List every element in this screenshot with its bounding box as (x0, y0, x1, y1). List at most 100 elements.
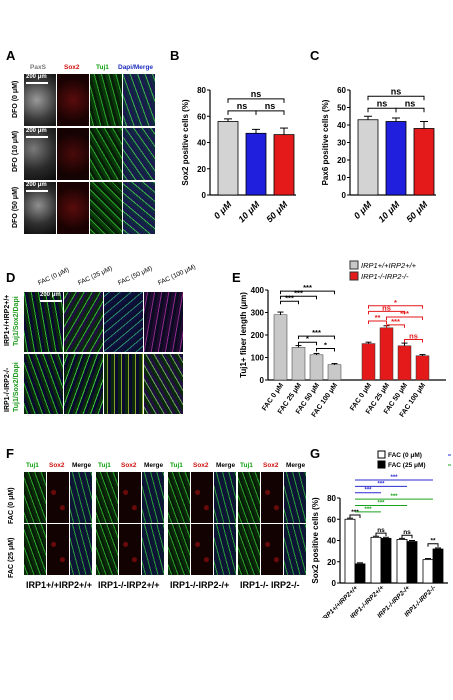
chart-g-legend-swatch (377, 450, 386, 459)
image-f-4-tuj1-0 (238, 472, 260, 523)
chart-b-x-tick-label: 0 μM (212, 199, 234, 221)
channel-label-dapi-merge: Dapi/Merge (118, 64, 154, 71)
image-f-2-sox2-0 (119, 472, 141, 523)
panel-label-b: B (170, 48, 180, 63)
chart-g-sig-label: *** (351, 509, 359, 516)
chart-e-y-tick-label: 300 (251, 309, 265, 318)
image-f-2-tuj1-1 (96, 524, 118, 575)
chart-c-sig-bracket (395, 107, 425, 113)
chart-e-sig-bracket (404, 339, 423, 343)
chart-e-sig-label: * (306, 334, 309, 343)
image-f-2-merge-0 (142, 472, 164, 523)
chart-e-bar (291, 347, 306, 381)
chart-b-y-label: Sox2 positive cells (%) (181, 99, 190, 186)
chart-e-sig-bracket (386, 316, 423, 320)
channel-label-sox2: Sox2 (64, 64, 80, 71)
chart-b-y-tick-label: 60 (197, 112, 206, 121)
chart-c-bar (357, 119, 379, 196)
chart-e-sig-bracket (280, 290, 335, 295)
chart-g-sig-label: *** (377, 481, 385, 487)
image-f-4-tuj1-1 (238, 524, 260, 575)
image-f-3-tuj1-0 (168, 472, 190, 523)
image-f-4-merge-0 (284, 472, 306, 523)
chart-c-x-tick-label: 10 μM (376, 199, 401, 224)
chart-c-sig-bracket (367, 95, 425, 101)
chart-e-bar (273, 314, 288, 381)
chart-g-bar (422, 559, 434, 584)
chart-e-bar (327, 364, 342, 381)
image-a-merge-0 (123, 74, 155, 126)
chart-e-bar (397, 345, 412, 381)
chart-g-y-tick-label: 60 (327, 515, 336, 524)
channel-label-tuj1: Tuj1 (96, 64, 109, 71)
chart-e-legend-label: IRP1-/-IRP2-/- (361, 272, 409, 281)
image-f-1-merge-0 (70, 472, 92, 523)
chart-b-sig-label: ns (237, 101, 248, 111)
image-f-4-sox2-1 (261, 524, 283, 575)
chart-c-bar (413, 128, 435, 196)
chart-b-x-tick-label: 50 μM (264, 199, 289, 224)
panel-label-c: C (310, 48, 320, 63)
scale-bar-a: 200 μm (26, 74, 48, 84)
genotype-label-3: IRP1-/-IRP2-/+ (170, 580, 230, 590)
chart-b-sig-label: ns (265, 101, 276, 111)
row-label-f-0: FAC (0 μM) (8, 487, 15, 524)
channel-label-f-merge: Merge (72, 462, 92, 469)
chart-g-sig-bracket (349, 514, 361, 518)
chart-g-sig-label: ** (430, 538, 436, 545)
chart-g-sig-bracket (401, 534, 413, 539)
chart-c: 0 10 20 30 40 50 60 Pax6 positive cells (%) 0 μM… (321, 86, 436, 224)
chart-g-sig-bracket (375, 532, 387, 537)
chart-c-sig-bracket (367, 107, 397, 113)
channel-label-f-sox2: Sox2 (263, 462, 279, 469)
chart-e-sig-bracket (280, 295, 317, 300)
chart-e-legend-label: IRP1+/+IRP2+/+ (361, 261, 417, 270)
image-d-wt-50 (104, 292, 143, 352)
chart-e-sig-label: ** (375, 313, 381, 322)
image-f-4-sox2-0 (261, 472, 283, 523)
row-label-d-stain-1: Tuj1/Sox2/Dapi (13, 296, 20, 346)
condition-label-fac-25: FAC (25 μM) (77, 265, 114, 287)
chart-g-y-tick-label: 20 (327, 558, 336, 567)
chart-b-sig-bracket (227, 110, 257, 115)
image-f-1-tuj1-0 (24, 472, 46, 523)
genotype-label-1: IRP1+/+IRP2+/+ (26, 580, 93, 590)
chart-g-sig-label: *** (364, 507, 372, 513)
channel-label-f-merge: Merge (216, 462, 236, 469)
chart-g-bar (354, 563, 366, 584)
chart-e-sig-label: *** (294, 288, 303, 297)
panel-label-g: G (310, 446, 321, 461)
chart-e-sig-bracket (298, 341, 317, 346)
chart-c-x-tick-label: 0 μM (352, 199, 374, 221)
image-a-merge-2 (123, 182, 155, 234)
genotype-label-2: IRP1-/-IRP2+/+ (98, 580, 160, 590)
chart-b-y-tick-label: 0 (202, 191, 207, 200)
chart-g-legend-label: FAC (25 μM) (388, 462, 426, 469)
row-label-d-ko: IRP1-/-IRP2-/- (4, 367, 11, 412)
image-d-ko-25 (64, 354, 103, 414)
chart-c-y-tick-label: 10 (337, 174, 346, 183)
panel-label-e: E (232, 270, 241, 285)
image-f-2-merge-1 (142, 524, 164, 575)
chart-e-sig-bracket (368, 310, 405, 315)
chart-b-sig-bracket (255, 110, 285, 115)
chart-e-sig-label: ns (382, 303, 391, 312)
image-a-tuj1-0 (90, 74, 122, 126)
chart-b-bar (217, 121, 239, 196)
condition-label-fac-100: FAC (100 μM) (157, 263, 197, 287)
chart-e-bar (415, 355, 430, 381)
chart-b-x-tick-label: 10 μM (236, 199, 261, 224)
chart-g-y-tick-label: 0 (332, 579, 337, 588)
image-f-2-sox2-1 (119, 524, 141, 575)
image-a-sox2-1 (57, 128, 89, 180)
chart-e-y-tick-label: 400 (251, 286, 265, 295)
channel-label-f-tuj1: Tuj1 (170, 462, 183, 469)
chart-g-bar (432, 548, 444, 584)
image-f-3-merge-0 (214, 472, 236, 523)
image-f-1-sox2-1 (47, 524, 69, 575)
image-a-sox2-0 (57, 74, 89, 126)
channel-label-f-sox2: Sox2 (121, 462, 137, 469)
chart-g-sig-label: *** (390, 475, 398, 481)
chart-c-y-label: Pax6 positive cells (%) (321, 99, 330, 185)
image-a-tuj1-1 (90, 128, 122, 180)
